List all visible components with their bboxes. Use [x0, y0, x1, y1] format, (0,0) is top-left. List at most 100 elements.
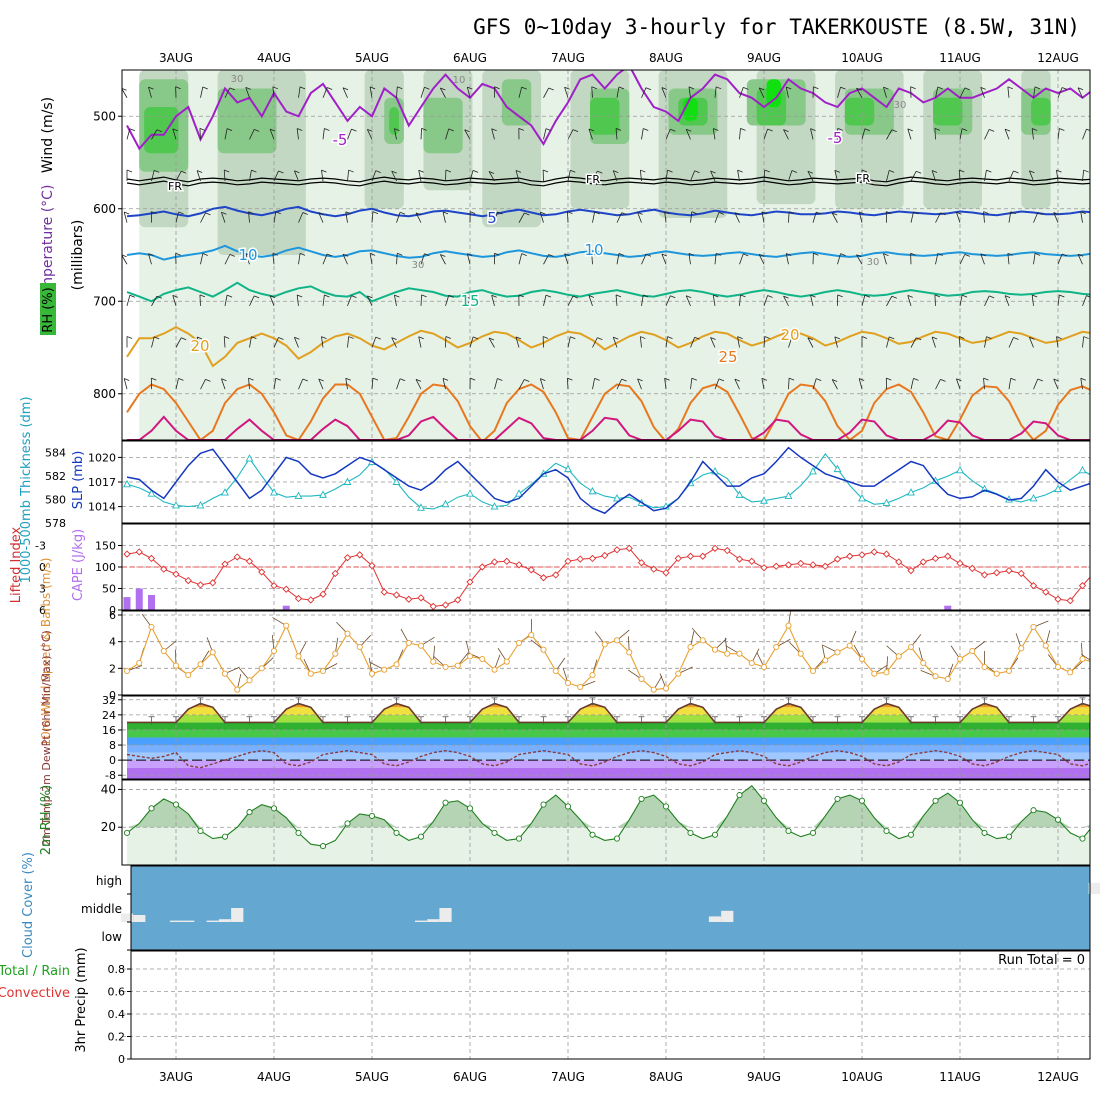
date-label-top: 8AUG [649, 51, 683, 65]
wind-barb-flag [472, 170, 479, 173]
wind-speed-marker [356, 643, 363, 651]
thickness-marker [956, 465, 964, 474]
wind-barb-flag [964, 87, 970, 91]
wind-barb [1029, 170, 1034, 182]
wind-barb-flag [786, 86, 792, 90]
wind-barb-flag [834, 169, 840, 173]
wind-barb [761, 378, 765, 390]
wind-barb [518, 253, 523, 265]
rh-marker [295, 829, 302, 836]
wind-barb-flag [667, 336, 673, 339]
isotherm-15-line [126, 281, 1090, 303]
wind-barb [347, 170, 350, 182]
contour-label-20: 20 [780, 326, 799, 344]
wind-barb [637, 212, 642, 223]
wind-barb [1056, 336, 1059, 348]
lifted-index-marker [441, 601, 450, 609]
lifted-index-marker [993, 569, 1001, 577]
wind-barb-flag [661, 87, 668, 90]
wind-barb [588, 128, 593, 140]
wind-barb-flag [788, 377, 795, 381]
wind-barb [959, 254, 966, 265]
wind-barb [298, 378, 304, 390]
wind-barb-flag [515, 170, 522, 173]
wind-barb [661, 87, 667, 98]
rh-contour-label: 30 [412, 260, 425, 271]
wind-barb [223, 336, 226, 348]
lifted-index-marker [662, 569, 670, 577]
wind-barb [418, 336, 422, 348]
wind-barb-flag [294, 170, 300, 174]
wind-barb [959, 87, 966, 98]
wind-barb-flag [572, 129, 579, 132]
wind-barb-flag [837, 128, 843, 131]
cape-bar [123, 597, 131, 610]
wind-barb-flag [375, 170, 381, 174]
date-label-top: 6AUG [453, 51, 487, 65]
wind-barb-flag [937, 86, 943, 90]
wind-barb-flag [989, 295, 995, 299]
wind-barb-flag [224, 169, 230, 173]
wind-barb-flag [548, 87, 554, 91]
wind-barb-flag [124, 378, 130, 381]
wind-barb [345, 378, 348, 390]
wind-barb-flag [391, 170, 397, 174]
date-label-bottom: 5AUG [355, 1070, 389, 1084]
wind-barb-flag [299, 86, 306, 90]
wind-barb-flag [272, 252, 278, 256]
wind-barb-flag [861, 169, 868, 173]
lifted-index-marker [1066, 597, 1074, 605]
cloud-high-bar [1088, 882, 1100, 894]
rh-marker [883, 827, 890, 835]
wind-barb [665, 295, 671, 307]
date-label-bottom: 3AUG [159, 1070, 193, 1084]
wind-barb [856, 254, 863, 265]
wind-speed-marker [662, 685, 670, 692]
wind-barb [831, 379, 838, 390]
wind-barb-flag [372, 377, 379, 381]
wind-barb [1057, 128, 1060, 140]
wind-barb-flag [1037, 212, 1043, 215]
wind-barb [831, 212, 838, 223]
wind-barb [494, 378, 498, 390]
wind-barb [856, 88, 863, 98]
wind-barb [1008, 211, 1012, 223]
wind-barb-flag [1083, 336, 1089, 339]
cape-bar [135, 588, 143, 610]
lifted-index-marker [784, 561, 793, 569]
wind-barb-flag [470, 211, 476, 214]
wind-barb [591, 253, 593, 265]
wind-barb-flag [248, 211, 254, 215]
wind-barb [296, 294, 299, 306]
wind-barb-flag [542, 169, 549, 173]
wind-barb-flag [399, 378, 406, 382]
wind-barb-flag [245, 87, 251, 90]
wind-barb-flag [734, 212, 740, 216]
wind-barb [199, 128, 201, 140]
wind-speed-marker [981, 663, 988, 671]
wind-barb [396, 212, 401, 223]
wind-barb [783, 129, 789, 140]
wind-barb-flag [1059, 294, 1065, 298]
date-label-bottom: 6AUG [453, 1070, 487, 1084]
wind-speed-marker [454, 662, 461, 669]
wind-barb [175, 171, 182, 182]
wind-barb-flag [1013, 337, 1019, 340]
rh-marker [540, 801, 547, 808]
wind-barb [788, 170, 793, 182]
wind-barb-flag [275, 377, 281, 381]
wind-barb [396, 253, 398, 265]
wind-barb-flag [615, 128, 622, 131]
lifted-index-marker [1042, 588, 1050, 596]
wind-barb-flag [989, 129, 995, 132]
wind-barb-flag [621, 378, 627, 382]
wind-barb [616, 86, 620, 98]
wind-barb-flag [415, 212, 422, 216]
wind-speed-marker [797, 650, 804, 657]
wind-barb [592, 378, 595, 390]
cloud-frame [130, 865, 1091, 951]
wind-barb [858, 378, 863, 390]
wind-barb-flag [124, 211, 130, 215]
lifted-index-marker [209, 579, 217, 587]
temp-band [122, 729, 1090, 738]
